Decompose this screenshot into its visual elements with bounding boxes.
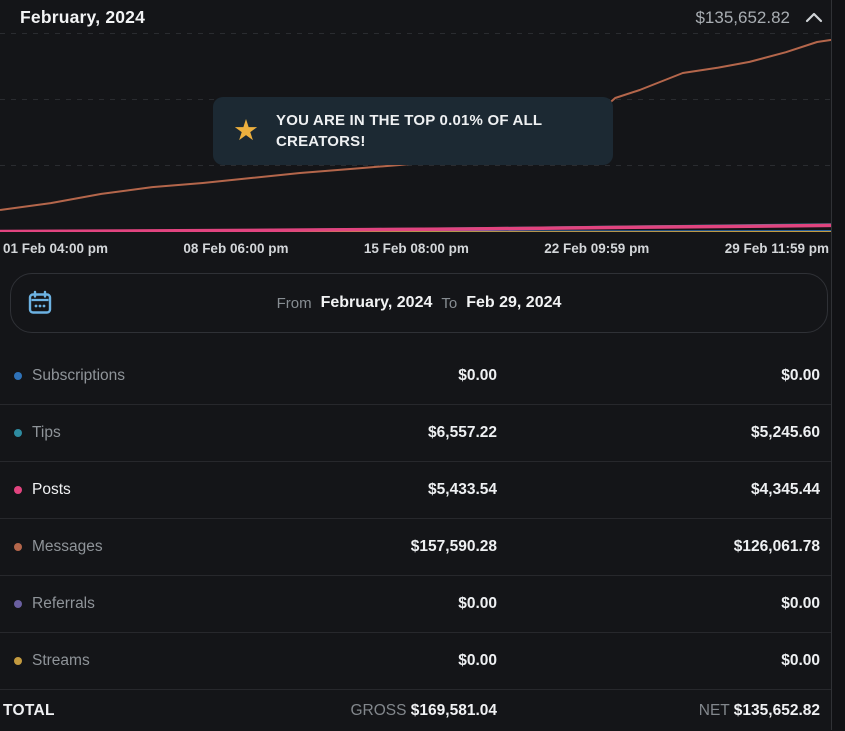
row-label: Posts (32, 481, 71, 499)
x-axis-tick: 08 Feb 06:00 pm (183, 241, 288, 256)
row-label: Tips (32, 424, 61, 442)
table-row-posts[interactable]: Posts $5,433.54 $4,345.44 (0, 462, 845, 519)
statement-header: February, 2024 $135,652.82 (0, 0, 845, 33)
row-net-value: $126,061.78 (734, 538, 820, 556)
scrollbar-gutter (832, 0, 845, 730)
table-row-streams[interactable]: Streams $0.00 $0.00 (0, 633, 845, 690)
row-net-value: $0.00 (781, 367, 820, 385)
x-axis-tick: 01 Feb 04:00 pm (3, 241, 108, 256)
row-label: Subscriptions (32, 367, 125, 385)
from-label: From (277, 295, 312, 312)
tips-dot-icon (14, 429, 22, 437)
earnings-table: Subscriptions $0.00 $0.00 Tips $6,557.22… (0, 348, 845, 731)
row-gross-value: $0.00 (458, 367, 497, 385)
net-value: $135,652.82 (734, 702, 820, 719)
period-net-amount: $135,652.82 (695, 8, 790, 28)
messages-dot-icon (14, 543, 22, 551)
x-axis-tick: 22 Feb 09:59 pm (544, 241, 649, 256)
row-gross-value: $5,433.54 (428, 481, 497, 499)
row-gross-value: $0.00 (458, 652, 497, 670)
net-label: NET (699, 702, 730, 719)
row-label: Messages (32, 538, 103, 556)
collapse-chevron-icon[interactable] (805, 12, 823, 23)
row-net-value: $0.00 (781, 595, 820, 613)
streams-dot-icon (14, 657, 22, 665)
date-range-selector[interactable]: From February, 2024 To Feb 29, 2024 (10, 273, 828, 333)
table-row-messages[interactable]: Messages $157,590.28 $126,061.78 (0, 519, 845, 576)
x-axis-tick: 29 Feb 11:59 pm (725, 241, 829, 256)
x-axis: 01 Feb 04:00 pm 08 Feb 06:00 pm 15 Feb 0… (0, 232, 845, 256)
row-label: Referrals (32, 595, 95, 613)
total-gross: GROSS $169,581.04 (351, 702, 498, 720)
row-gross-value: $157,590.28 (411, 538, 497, 556)
total-net: NET $135,652.82 (699, 702, 820, 720)
posts-dot-icon (14, 486, 22, 494)
total-row: TOTAL GROSS $169,581.04 NET $135,652.82 (0, 690, 845, 731)
row-net-value: $4,345.44 (751, 481, 820, 499)
to-value: Feb 29, 2024 (466, 294, 561, 312)
row-gross-value: $6,557.22 (428, 424, 497, 442)
total-label: TOTAL (3, 702, 55, 720)
gross-value: $169,581.04 (411, 702, 497, 719)
row-net-value: $5,245.60 (751, 424, 820, 442)
star-icon: ★ (233, 117, 259, 146)
row-net-value: $0.00 (781, 652, 820, 670)
referrals-dot-icon (14, 600, 22, 608)
from-value: February, 2024 (321, 294, 433, 312)
top-creator-banner-text: YOU ARE IN THE TOP 0.01% OF ALL CREATORS… (276, 110, 581, 152)
subscriptions-dot-icon (14, 372, 22, 380)
calendar-icon[interactable] (27, 290, 53, 317)
table-row-referrals[interactable]: Referrals $0.00 $0.00 (0, 576, 845, 633)
gross-label: GROSS (351, 702, 407, 719)
row-label: Streams (32, 652, 90, 670)
period-title: February, 2024 (20, 7, 145, 28)
table-row-tips[interactable]: Tips $6,557.22 $5,245.60 (0, 405, 845, 462)
to-label: To (441, 295, 457, 312)
row-gross-value: $0.00 (458, 595, 497, 613)
earnings-chart[interactable]: ★ YOU ARE IN THE TOP 0.01% OF ALL CREATO… (0, 33, 845, 232)
table-row-subscriptions[interactable]: Subscriptions $0.00 $0.00 (0, 348, 845, 405)
top-creator-banner: ★ YOU ARE IN THE TOP 0.01% OF ALL CREATO… (213, 97, 613, 165)
x-axis-tick: 15 Feb 08:00 pm (364, 241, 469, 256)
